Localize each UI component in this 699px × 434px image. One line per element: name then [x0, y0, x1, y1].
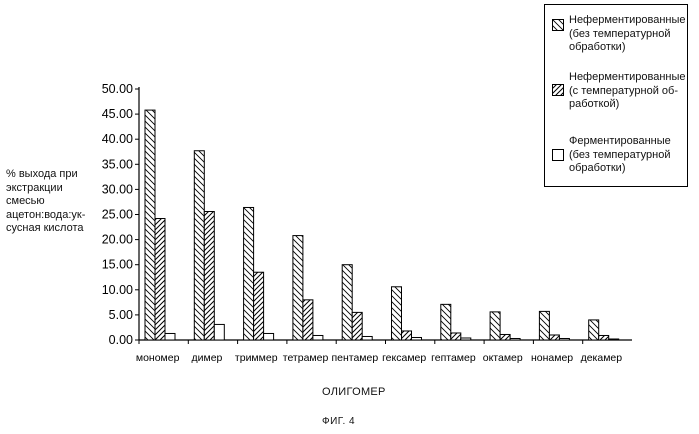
y-tick-label: 0.00 [109, 333, 133, 347]
bar-unfermented-untreated [589, 320, 599, 340]
y-tick-label: 45.00 [102, 107, 133, 121]
legend: Неферментированные (без температурной об… [544, 4, 688, 187]
bar-unfermented-treated [254, 272, 264, 340]
x-tick-label: декамер [581, 352, 623, 364]
y-tick-label: 15.00 [102, 258, 133, 272]
y-tick-label: 10.00 [102, 283, 133, 297]
y-tick-label: 20.00 [102, 233, 133, 247]
x-tick-label: гексамер [382, 352, 426, 364]
bar-unfermented-treated [451, 333, 461, 340]
bar-unfermented-treated [599, 335, 609, 340]
x-tick-label: мономер [136, 352, 180, 364]
x-tick-label: нонамер [531, 352, 573, 364]
bar-fermented-untreated [264, 333, 274, 340]
bar-unfermented-treated [500, 334, 510, 340]
legend-swatch-forward-hatch [552, 84, 564, 96]
bar-fermented-untreated [362, 336, 372, 340]
y-tick-label: 50.00 [102, 82, 133, 96]
bar-unfermented-untreated [342, 265, 352, 340]
legend-swatch-plain [552, 149, 564, 161]
bar-unfermented-untreated [244, 207, 254, 340]
y-tick-label: 40.00 [102, 132, 133, 146]
bar-unfermented-untreated [539, 311, 549, 340]
y-tick-label: 25.00 [102, 208, 133, 222]
x-tick-label: пентамер [331, 352, 378, 364]
x-tick-label: октамер [483, 352, 523, 364]
x-tick-label: триммер [235, 352, 278, 364]
bar-unfermented-untreated [194, 151, 204, 340]
legend-label-fermented-untreated: Ферментированные (без температурной обра… [569, 135, 671, 176]
x-tick-label: гептамер [431, 352, 476, 364]
bar-unfermented-treated [402, 331, 412, 340]
bar-fermented-untreated [510, 338, 520, 340]
bar-unfermented-untreated [392, 287, 402, 340]
x-tick-label: димер [192, 352, 223, 364]
y-axis-label: % выхода при экстракции смесью ацетон:во… [6, 168, 96, 236]
bar-unfermented-treated [204, 211, 214, 340]
bar-unfermented-untreated [490, 312, 500, 340]
bar-unfermented-untreated [293, 236, 303, 340]
bar-unfermented-untreated [441, 304, 451, 340]
bar-unfermented-treated [549, 335, 559, 340]
bar-fermented-untreated [165, 333, 175, 340]
bar-fermented-untreated [559, 338, 569, 340]
bar-fermented-untreated [313, 335, 323, 340]
bar-unfermented-treated [155, 219, 165, 340]
bar-fermented-untreated [412, 337, 422, 340]
y-tick-label: 5.00 [109, 308, 133, 322]
x-axis-title: ОЛИГОМЕР [322, 386, 386, 398]
legend-label-unfermented-treated: Неферментированные (с температурной об- … [569, 71, 686, 112]
bar-unfermented-untreated [145, 110, 155, 340]
bar-fermented-untreated [214, 324, 224, 340]
x-tick-label: тетрамер [283, 352, 329, 364]
bar-fermented-untreated [461, 338, 471, 340]
figure-caption: ФИГ. 4 [322, 416, 355, 427]
legend-label-unfermented-untreated: Неферментированные (без температурной об… [569, 14, 686, 55]
legend-swatch-back-hatch [552, 19, 564, 31]
y-tick-label: 35.00 [102, 157, 133, 171]
y-tick-label: 30.00 [102, 182, 133, 196]
bar-fermented-untreated [609, 339, 619, 340]
bar-unfermented-treated [303, 300, 313, 340]
bar-unfermented-treated [352, 312, 362, 340]
